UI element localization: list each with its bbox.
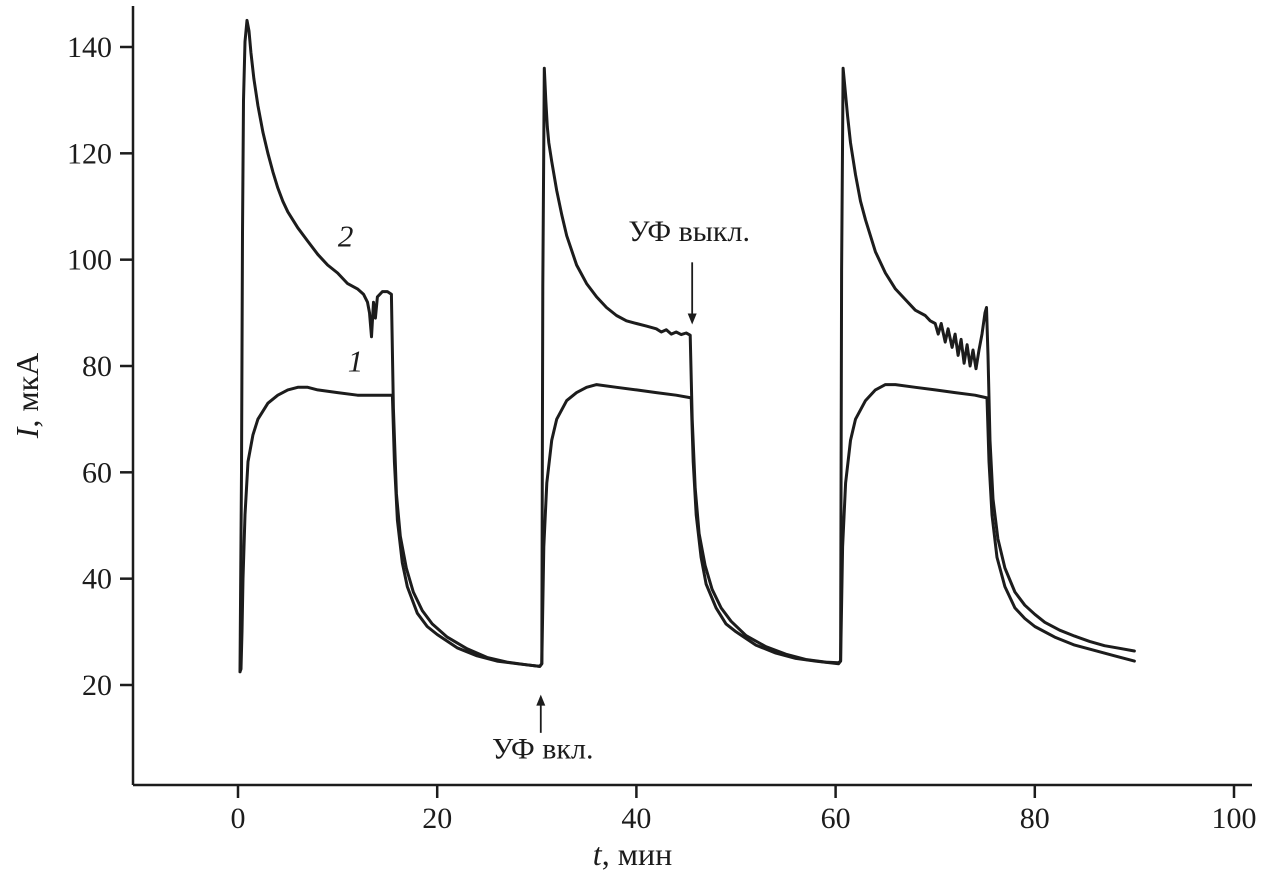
axes (131, 6, 1252, 787)
y-tick-label: 60 (82, 456, 112, 489)
curve-1 (238, 383, 1136, 674)
y-axis-title: I, мкА (9, 353, 45, 440)
x-tick-label: 80 (1020, 802, 1050, 835)
annotation-text-0: УФ выкл. (628, 215, 750, 248)
data-series: 12 (238, 18, 1136, 674)
tick-labels: 0 20 40 60 80 100 20 40 60 80 100 120 140 (67, 31, 1257, 835)
axis-titles: t, мин I, мкА (9, 353, 672, 872)
annotation-arrow-head-1 (536, 694, 546, 706)
annotation-arrow-head-0 (687, 313, 697, 325)
curve-label-1: 1 (348, 343, 364, 378)
y-tick-label: 140 (67, 31, 112, 64)
curve-label-2: 2 (338, 218, 354, 253)
x-tick-label: 20 (422, 802, 452, 835)
x-axis-title: t, мин (593, 836, 672, 872)
curve-2 (238, 18, 1136, 674)
y-tick-label: 120 (67, 137, 112, 170)
x-tick-label: 60 (821, 802, 851, 835)
x-tick-label: 100 (1212, 802, 1257, 835)
y-tick-label: 80 (82, 350, 112, 383)
annotations: УФ выкл. УФ вкл. (492, 215, 750, 765)
annotation-text-1: УФ вкл. (492, 732, 593, 765)
x-tick-label: 0 (231, 802, 246, 835)
y-tick-label: 100 (67, 244, 112, 277)
y-tick-label: 20 (82, 669, 112, 702)
y-tick-label: 40 (82, 563, 112, 596)
x-tick-label: 40 (621, 802, 651, 835)
axis-ticks (120, 45, 1236, 798)
